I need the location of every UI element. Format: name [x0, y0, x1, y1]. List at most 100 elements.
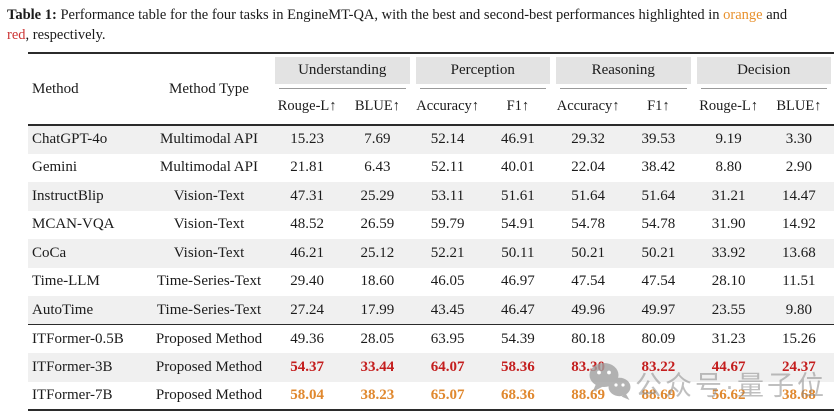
value-cell: 80.09 [641, 330, 676, 347]
value-cell: 49.36 [290, 330, 324, 347]
value-cell: 47.54 [571, 273, 605, 290]
value-cell: 58.04 [290, 386, 324, 403]
table-row-second-best: ITFormer-3B Proposed Method 54.37 33.44 … [28, 353, 834, 382]
table-row: CoCa Vision-Text 46.21 25.12 52.21 50.11… [28, 239, 834, 268]
value-cell: 2.90 [785, 159, 812, 176]
group-label: Decision [696, 57, 831, 84]
value-cell: 51.64 [571, 187, 605, 204]
method-type-cell: Vision-Text [173, 244, 245, 261]
value-cell: 54.78 [641, 216, 676, 233]
metric-header: Accuracy↑ [553, 89, 624, 126]
value-cell: 52.11 [431, 159, 465, 176]
value-cell: 56.62 [711, 386, 746, 403]
method-cell: ITFormer-3B [32, 358, 113, 375]
value-cell: 23.55 [693, 296, 764, 325]
value-cell: 26.59 [360, 216, 395, 233]
table-row-best: ITFormer-7B Proposed Method 58.04 38.23 … [28, 382, 834, 411]
metric-header: BLUE↑ [763, 89, 834, 126]
value-cell: 24.37 [782, 358, 816, 375]
value-cell: 54.37 [290, 358, 324, 375]
value-cell: 40.01 [501, 159, 535, 176]
metric-header-row: Rouge-L↑ BLUE↑ Accuracy↑ F1↑ Accuracy↑ F… [28, 89, 834, 126]
value-cell: 25.29 [360, 187, 395, 204]
metric-header: BLUE↑ [342, 89, 413, 126]
value-cell: 28.10 [711, 273, 746, 290]
value-cell: 50.11 [501, 244, 535, 261]
method-cell: Time-LLM [32, 273, 100, 290]
method-type-cell: Proposed Method [155, 386, 263, 403]
value-cell: 8.80 [715, 159, 742, 176]
value-cell: 43.45 [412, 296, 483, 325]
value-cell: 14.47 [782, 187, 816, 204]
method-cell: ITFormer-0.5B [32, 330, 124, 347]
value-cell: 68.36 [501, 386, 535, 403]
caption-label: Table 1: [7, 7, 57, 23]
table-row: InstructBlip Vision-Text 47.31 25.29 53.… [28, 182, 834, 211]
method-type-cell: Multimodal API [160, 159, 258, 176]
value-cell: 49.96 [553, 296, 624, 325]
value-cell: 38.68 [782, 386, 816, 403]
value-cell: 48.52 [290, 216, 324, 233]
method-cell: ITFormer-7B [32, 386, 113, 403]
value-cell: 83.30 [571, 358, 605, 375]
metric-header: Rouge-L↑ [693, 89, 764, 126]
value-cell: 50.21 [641, 244, 676, 261]
value-cell: 9.19 [715, 131, 742, 148]
group-header-understanding: Understanding [272, 53, 413, 89]
value-cell: 53.11 [431, 187, 465, 204]
value-cell: 47.31 [290, 187, 324, 204]
value-cell: 31.21 [711, 187, 746, 204]
method-cell: Gemini [32, 159, 77, 176]
group-header-decision: Decision [694, 53, 835, 89]
value-cell: 83.22 [641, 358, 676, 375]
caption-orange-word: orange [723, 7, 763, 23]
value-cell: 7.69 [364, 131, 391, 148]
value-cell: 11.51 [782, 273, 816, 290]
value-cell: 49.97 [623, 296, 694, 325]
value-cell: 58.36 [501, 358, 535, 375]
value-cell: 25.12 [360, 244, 395, 261]
group-label: Reasoning [556, 57, 691, 84]
metric-header: Rouge-L↑ [272, 89, 343, 126]
metric-header: F1↑ [623, 89, 694, 126]
value-cell: 65.07 [430, 386, 465, 403]
method-type-cell: Proposed Method [155, 358, 263, 375]
performance-table: Method Method Type Understanding Percept… [28, 52, 834, 411]
value-cell: 52.21 [430, 244, 465, 261]
group-label: Perception [415, 57, 550, 84]
method-type-cell: Time-Series-Text [156, 273, 262, 290]
table-wrapper: Method Method Type Understanding Percept… [28, 52, 834, 411]
method-column-header: Method [28, 53, 146, 126]
group-header-perception: Perception [413, 53, 554, 89]
value-cell: 33.44 [360, 358, 395, 375]
method-cell: MCAN-VQA [32, 216, 115, 233]
value-cell: 27.24 [272, 296, 343, 325]
value-cell: 88.69 [641, 386, 676, 403]
value-cell: 44.67 [711, 358, 746, 375]
table-caption: Table 1: Performance table for the four … [0, 0, 840, 45]
value-cell: 9.80 [763, 296, 834, 325]
group-header-reasoning: Reasoning [553, 53, 694, 89]
method-type-cell: Time-Series-Text [146, 296, 272, 325]
value-cell: 46.05 [430, 273, 465, 290]
value-cell: 39.53 [641, 131, 676, 148]
value-cell: 28.05 [360, 330, 395, 347]
table-row: Gemini Multimodal API 21.81 6.43 52.11 4… [28, 154, 834, 183]
table-row: Time-LLM Time-Series-Text 29.40 18.60 46… [28, 268, 834, 297]
table-row: ITFormer-0.5B Proposed Method 49.36 28.0… [28, 325, 834, 354]
value-cell: 38.23 [360, 386, 395, 403]
value-cell: 31.23 [711, 330, 746, 347]
group-header-row: Method Method Type Understanding Percept… [28, 53, 835, 126]
value-cell: 15.26 [782, 330, 816, 347]
value-cell: 46.21 [290, 244, 324, 261]
value-cell: 29.40 [290, 273, 324, 290]
value-cell: 54.78 [571, 216, 605, 233]
group-underline [700, 88, 827, 89]
method-cell: CoCa [32, 244, 67, 261]
value-cell: 46.47 [482, 296, 553, 325]
method-cell: InstructBlip [32, 187, 104, 204]
group-underline [419, 88, 546, 89]
method-type-cell: Multimodal API [160, 131, 258, 148]
metric-header: F1↑ [482, 89, 553, 126]
value-cell: 14.92 [782, 216, 816, 233]
